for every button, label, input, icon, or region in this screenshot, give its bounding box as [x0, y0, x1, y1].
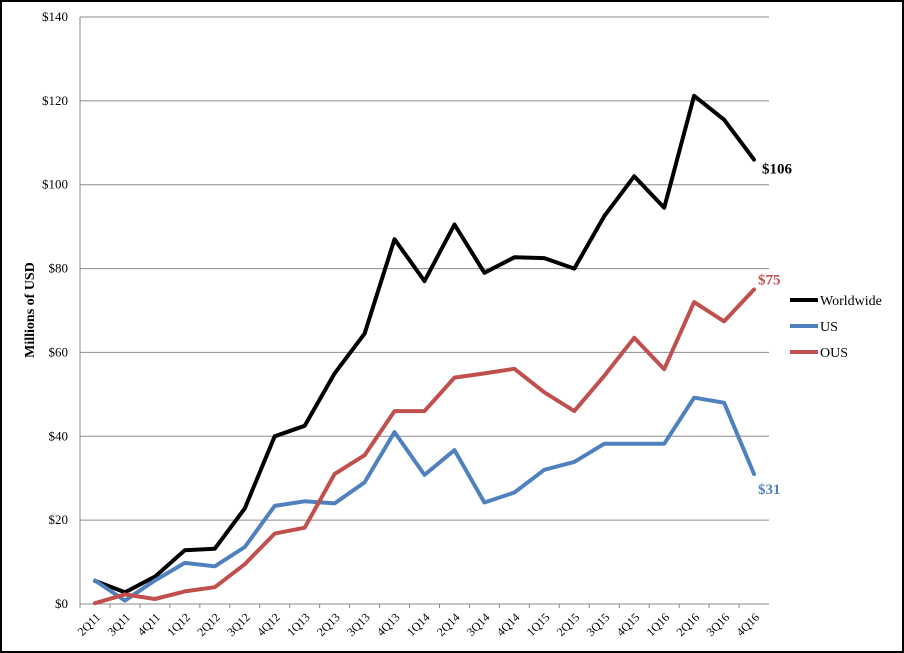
x-tick-label: 4Q14: [494, 610, 523, 639]
axes: [79, 17, 769, 608]
x-tick-label: 3Q16: [703, 610, 732, 639]
gridlines: [80, 16, 769, 521]
x-tick-label: 3Q14: [464, 610, 493, 639]
y-tick-label: $120: [42, 93, 68, 108]
x-tick-label: 2Q16: [673, 610, 702, 639]
x-tick-label: 3Q13: [344, 610, 373, 639]
x-tick-label: 1Q15: [524, 610, 553, 639]
series-lines: [93, 93, 756, 606]
x-tick-label: 2Q13: [314, 610, 343, 639]
x-tick-label: 4Q12: [254, 610, 283, 639]
x-tick-label: 3Q15: [584, 610, 613, 639]
series-line-worldwide: [93, 93, 756, 595]
x-tick-label: 3Q11: [105, 610, 133, 638]
y-tick-labels: $0 $20 $40 $60 $80 $100 $120 $140: [42, 9, 68, 611]
legend-label: Worldwide: [820, 294, 882, 309]
x-tick-label: 2Q14: [434, 610, 463, 639]
x-tick-label: 4Q15: [614, 610, 643, 639]
x-tick-label: 1Q14: [404, 610, 433, 639]
x-tick-label: 2Q12: [194, 610, 223, 639]
y-tick-label: $40: [49, 428, 69, 443]
x-tick-label: 4Q13: [374, 610, 403, 639]
x-tick-label: 1Q13: [284, 610, 313, 639]
y-tick-label: $0: [55, 596, 68, 611]
end-label-us: $31: [758, 482, 781, 498]
series-line-ous: [93, 287, 756, 606]
x-tick-label: 2Q15: [554, 610, 583, 639]
legend: Worldwide US OUS: [790, 294, 882, 361]
x-tick-label: 1Q12: [164, 610, 193, 639]
y-tick-label: $140: [42, 9, 68, 24]
end-label-worldwide: $106: [762, 162, 793, 178]
end-label-ous: $75: [758, 273, 781, 289]
legend-label: US: [820, 320, 838, 335]
y-tick-label: $100: [42, 177, 68, 192]
x-tick-label: 3Q12: [224, 610, 253, 639]
y-tick-label: $80: [49, 261, 69, 276]
y-tick-label: $20: [49, 512, 69, 527]
series-line-us: [93, 395, 756, 603]
legend-label: OUS: [820, 346, 848, 361]
x-tick-label: 1Q16: [644, 610, 673, 639]
x-tick-labels: 2Q11 3Q11 4Q11 1Q12 2Q12 3Q12 4Q12 1Q13 2Q13 3Q13…: [75, 610, 762, 639]
y-axis-label: Millions of USD: [23, 262, 38, 358]
x-tick-label: 4Q16: [733, 610, 762, 639]
x-tick-label: 2Q11: [75, 610, 103, 638]
x-tick-label: 4Q11: [135, 610, 163, 638]
y-tick-label: $60: [49, 344, 69, 359]
end-labels: $106 $31 $75: [758, 162, 793, 498]
